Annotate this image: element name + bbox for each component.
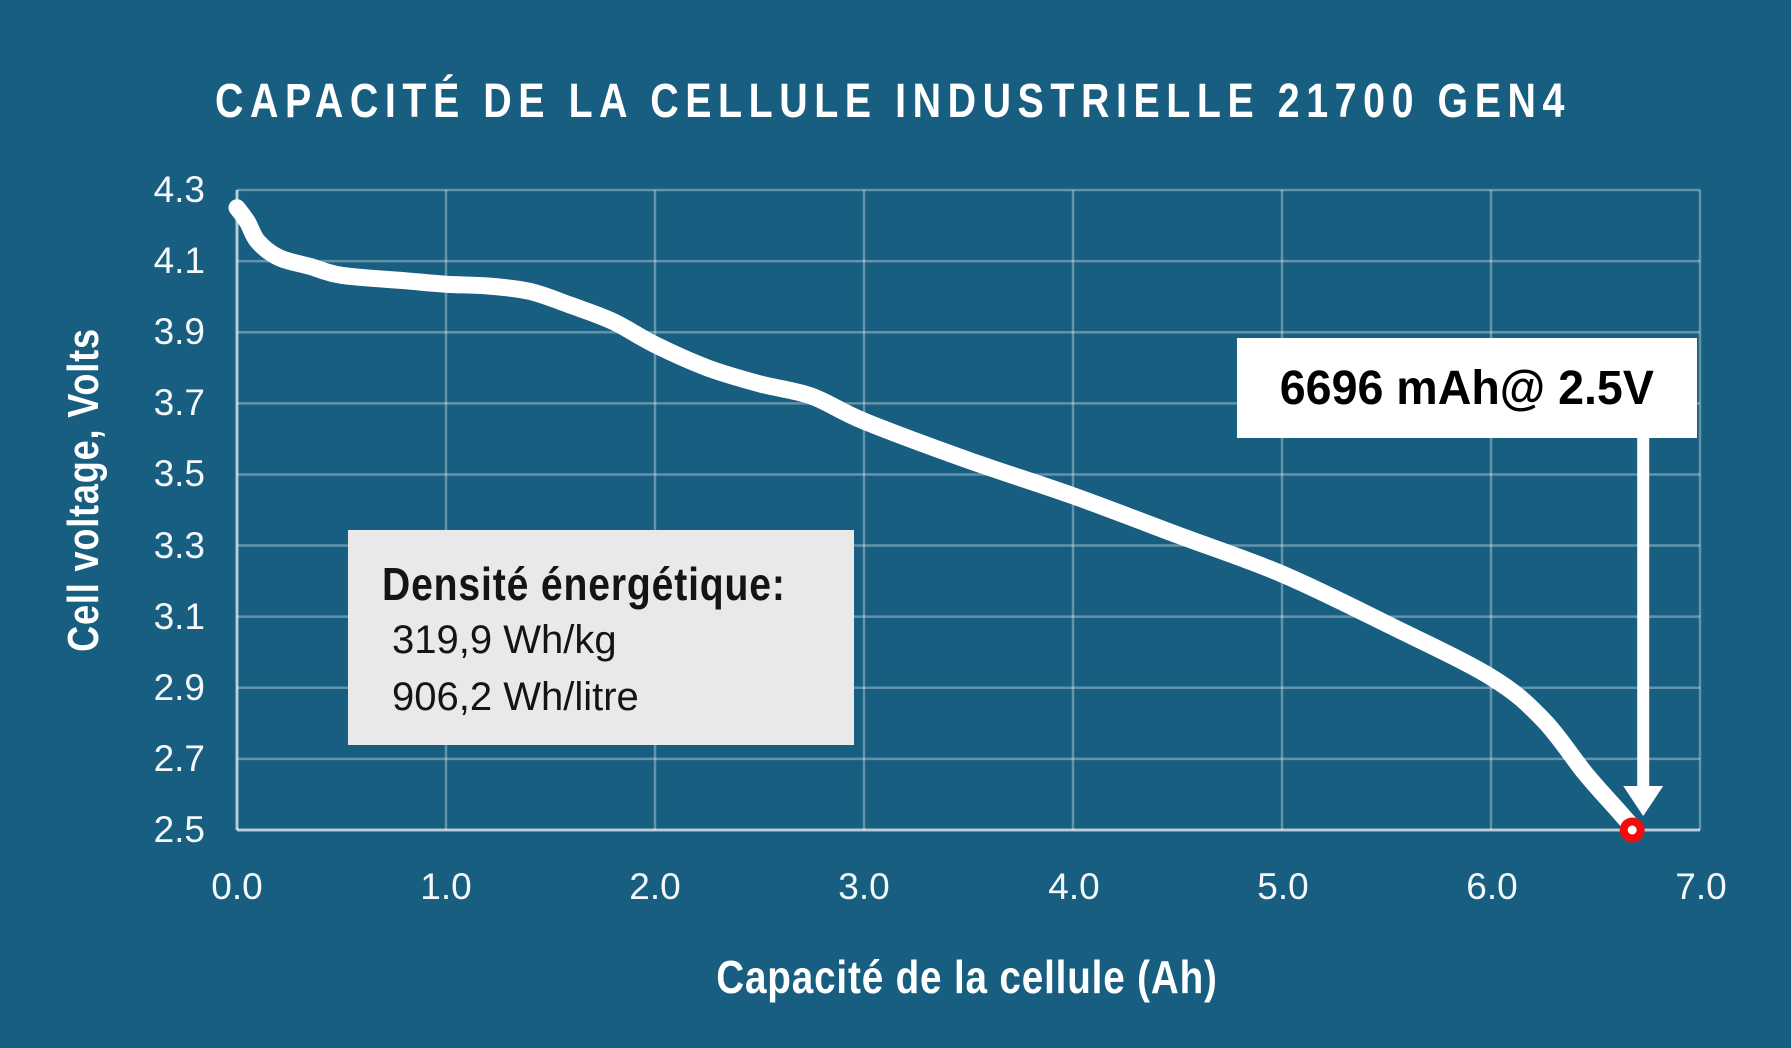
arrow-down-icon (1623, 786, 1664, 816)
x-tick-label: 3.0 (838, 866, 890, 907)
x-tick-label: 2.0 (629, 866, 681, 907)
x-tick-label: 1.0 (420, 866, 472, 907)
x-axis-title: Capacité de la cellule (Ah) (716, 951, 1218, 1003)
y-tick-label: 4.1 (153, 240, 205, 281)
y-tick-label: 2.7 (153, 738, 205, 779)
x-tick-label: 4.0 (1048, 866, 1100, 907)
arrow-down-shaft (1637, 438, 1650, 786)
y-tick-label: 3.1 (153, 596, 205, 637)
y-tick-label: 3.7 (153, 382, 205, 423)
y-tick-label: 3.5 (153, 453, 205, 494)
energy-density-value: 906,2 Wh/litre (392, 675, 639, 719)
y-tick-label: 2.5 (153, 809, 205, 850)
y-tick-label: 4.3 (153, 169, 205, 210)
y-tick-label: 2.9 (153, 667, 205, 708)
x-tick-label: 0.0 (211, 866, 263, 907)
y-tick-label: 3.3 (153, 525, 205, 566)
discharge-curve (228, 199, 1644, 839)
y-axis-title: Cell voltage, Volts (59, 328, 108, 652)
energy-density-box: Densité énergétique: 319,9 Wh/kg 906,2 W… (348, 530, 854, 745)
x-tick-label: 5.0 (1257, 866, 1309, 907)
endpoint-marker-center (1627, 825, 1637, 835)
x-tick-label: 7.0 (1675, 866, 1727, 907)
energy-density-heading: Densité énergétique: (382, 558, 786, 610)
x-tick-label: 6.0 (1466, 866, 1518, 907)
capacity-callout-box: 6696 mAh@ 2.5V (1237, 338, 1697, 438)
y-tick-label: 3.9 (153, 311, 205, 352)
capacity-callout-text: 6696 mAh@ 2.5V (1279, 361, 1655, 415)
chart-title: CAPACITÉ DE LA CELLULE INDUSTRIELLE 2170… (215, 75, 1571, 128)
energy-density-value: 319,9 Wh/kg (392, 618, 617, 662)
